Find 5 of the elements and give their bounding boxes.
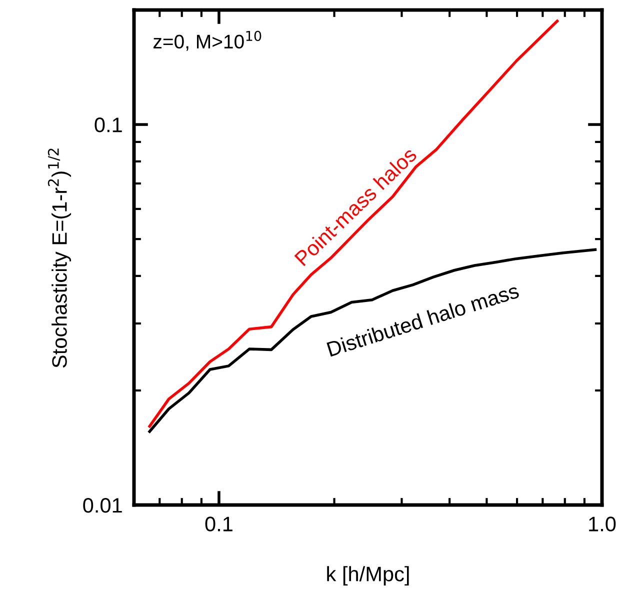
y-tick-label: 0.01 [83, 498, 122, 513]
annotation: z=0, M>10$^{10}$ [154, 30, 262, 51]
x-tick-label: 1.0 [589, 516, 616, 532]
x-axis-title: k [h/Mpc] [327, 566, 409, 586]
y-axis-title: Stochasticity E=(1-r$^{2}$)$^{1/2}$ [48, 148, 72, 368]
